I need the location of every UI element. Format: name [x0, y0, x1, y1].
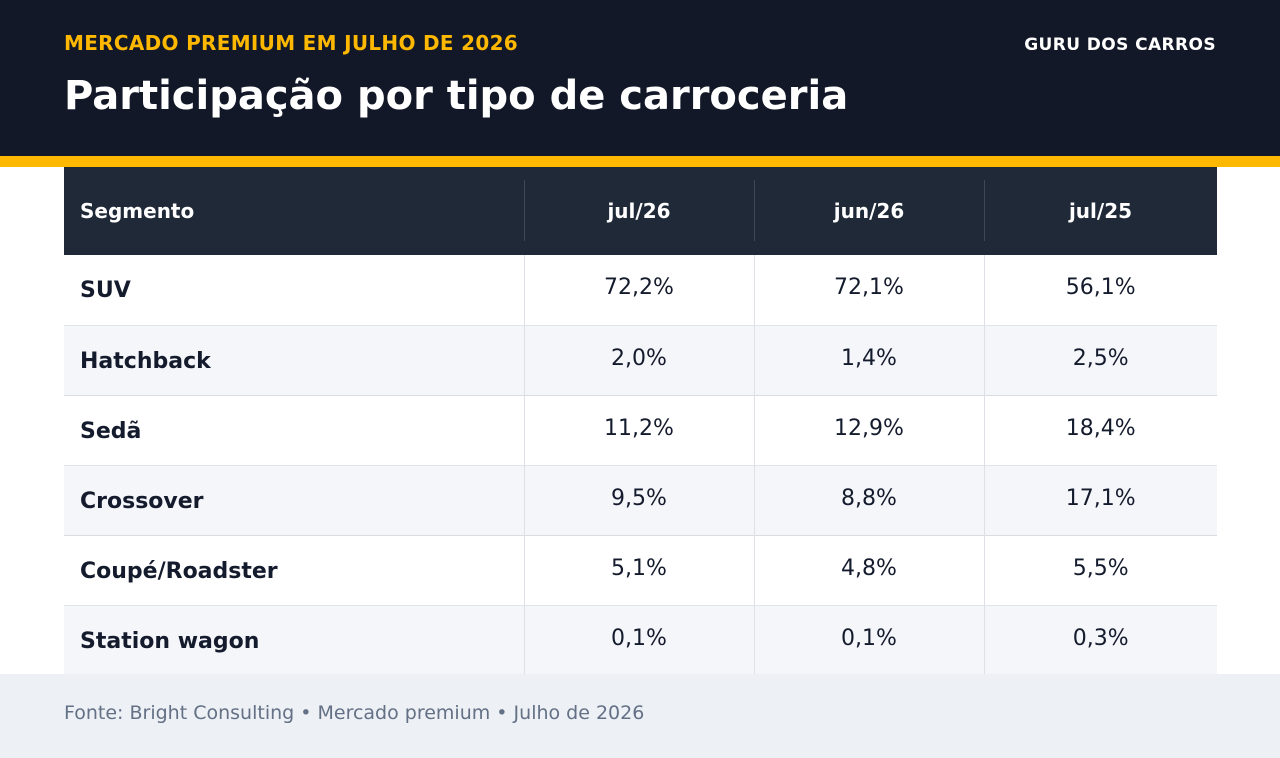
table-body: SUV 72,2% 72,1% 56,1% Hatchback 2,0% 1,4% 2,5% S…: [64, 255, 1217, 675]
value-cell-jul25: 56,1%: [983, 255, 1217, 325]
value-cell-jul26: 2,0%: [523, 324, 754, 395]
column-header-jun26: jun/26: [754, 167, 984, 255]
table-row: Station wagon 0,1% 0,1% 0,3%: [64, 604, 1217, 675]
column-header-segment: Segmento: [64, 167, 524, 255]
column-header-label: jul/26: [607, 199, 671, 223]
segment-share-table: Segmento jul/26 jun/26 jul/25 SUV 72,2% 72…: [64, 167, 1217, 675]
data-table-container: Segmento jul/26 jun/26 jul/25 SUV 72,2% 72…: [64, 167, 1217, 675]
value-cell-jun26: 0,1%: [753, 604, 984, 675]
segment-name-cell: Station wagon: [64, 604, 524, 675]
table-row: Sedã 11,2% 12,9% 18,4%: [64, 394, 1217, 465]
value-cell-jul26: 9,5%: [523, 464, 754, 535]
value-cell-jul26: 5,1%: [523, 534, 754, 605]
source-note: Fonte: Bright Consulting • Mercado premi…: [64, 702, 645, 724]
kicker-text: MERCADO PREMIUM EM JULHO DE 2026: [64, 31, 519, 55]
column-header-jul26: jul/26: [524, 167, 754, 255]
segment-name-cell: SUV: [64, 255, 524, 325]
value-cell-jul25: 17,1%: [983, 464, 1217, 535]
value-cell-jul25: 18,4%: [983, 394, 1217, 465]
value-cell-jul26: 11,2%: [523, 394, 754, 465]
value-cell-jul26: 72,2%: [523, 255, 754, 325]
header-banner: MERCADO PREMIUM EM JULHO DE 2026 Partici…: [0, 0, 1280, 156]
value-cell-jul25: 0,3%: [983, 604, 1217, 675]
table-row: Hatchback 2,0% 1,4% 2,5%: [64, 324, 1217, 395]
column-header-label: jul/25: [1068, 199, 1133, 223]
accent-bar: [0, 156, 1280, 167]
segment-name-cell: Crossover: [64, 464, 524, 535]
column-header-label: jun/26: [833, 199, 905, 223]
value-cell-jul25: 5,5%: [983, 534, 1217, 605]
value-cell-jun26: 4,8%: [753, 534, 984, 605]
segment-name-cell: Coupé/Roadster: [64, 534, 524, 605]
brand-logo-text: GURU DOS CARROS: [1024, 35, 1216, 55]
page-title: Participação por tipo de carroceria: [64, 73, 849, 119]
footer: Fonte: Bright Consulting • Mercado premi…: [0, 674, 1280, 758]
table-row: Crossover 9,5% 8,8% 17,1%: [64, 464, 1217, 535]
value-cell-jun26: 1,4%: [753, 324, 984, 395]
column-header-jul25: jul/25: [984, 167, 1217, 255]
table-header-row: Segmento jul/26 jun/26 jul/25: [64, 167, 1217, 255]
table-row: Coupé/Roadster 5,1% 4,8% 5,5%: [64, 534, 1217, 605]
value-cell-jul26: 0,1%: [523, 604, 754, 675]
value-cell-jun26: 72,1%: [753, 255, 984, 325]
segment-name-cell: Sedã: [64, 394, 524, 465]
segment-name-cell: Hatchback: [64, 324, 524, 395]
value-cell-jun26: 12,9%: [753, 394, 984, 465]
value-cell-jun26: 8,8%: [753, 464, 984, 535]
table-row: SUV 72,2% 72,1% 56,1%: [64, 255, 1217, 325]
value-cell-jul25: 2,5%: [983, 324, 1217, 395]
